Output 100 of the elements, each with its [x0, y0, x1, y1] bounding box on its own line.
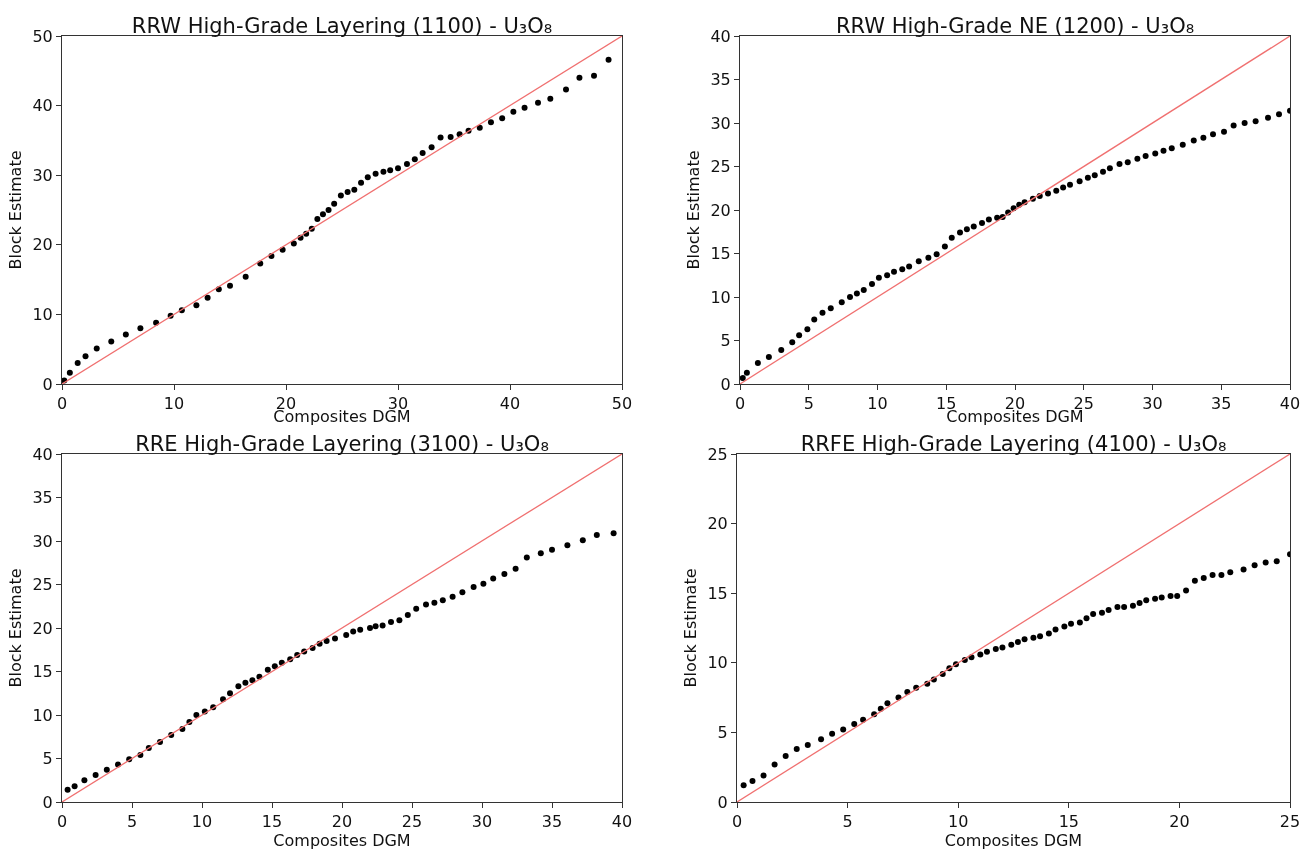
point — [264, 666, 271, 673]
point — [490, 575, 497, 582]
point — [92, 772, 99, 779]
y-axis-title: Block Estimate — [6, 150, 26, 270]
point — [137, 325, 144, 332]
y-tick-label: 40 — [710, 26, 731, 46]
point — [459, 589, 466, 596]
y-tick-label: 40 — [32, 444, 53, 464]
y-tick-label: 35 — [32, 488, 53, 508]
point — [470, 584, 477, 591]
y-tick-label: 25 — [32, 575, 53, 595]
point — [242, 679, 249, 686]
x-tick-label: 35 — [1211, 394, 1232, 414]
y-tick-label: 15 — [707, 583, 728, 603]
point — [610, 530, 617, 537]
point — [323, 638, 330, 645]
point — [395, 165, 401, 172]
point — [235, 683, 242, 690]
y-tick-label: 50 — [32, 26, 53, 46]
point — [579, 537, 586, 544]
point — [439, 597, 446, 604]
x-tick-label: 30 — [471, 812, 493, 832]
y-tick-label: 20 — [32, 235, 53, 255]
point — [331, 200, 338, 207]
point — [564, 542, 571, 549]
x-tick-label: 15 — [261, 812, 283, 832]
point — [319, 211, 326, 218]
point — [82, 353, 89, 360]
y-tick-label: 30 — [710, 113, 731, 133]
point — [108, 338, 115, 345]
point — [227, 282, 233, 289]
y-tick-label: 35 — [710, 70, 731, 90]
point — [343, 631, 350, 638]
point — [74, 360, 81, 367]
chart-title: RRW High-Grade NE (1200) - U₃O₈ — [835, 14, 1195, 38]
point — [404, 611, 411, 618]
point — [396, 617, 403, 624]
point — [64, 786, 71, 793]
point — [193, 302, 200, 309]
point — [372, 623, 379, 630]
point — [290, 240, 297, 247]
x-tick-label: 5 — [803, 394, 814, 414]
chart-title: RRE High-Grade Layering (3100) - U₃O₈ — [135, 432, 549, 456]
point — [419, 149, 426, 156]
y-tick-label: 30 — [32, 165, 53, 185]
x-tick-label: 25 — [1279, 812, 1301, 832]
point — [591, 72, 597, 79]
x-tick-label: 25 — [401, 812, 423, 832]
x-tick-label: 0 — [56, 812, 68, 832]
point — [510, 108, 517, 115]
point — [242, 273, 249, 280]
x-tick-label: 5 — [842, 812, 853, 832]
x-tick-label: 20 — [331, 812, 353, 832]
point — [428, 144, 435, 151]
point — [499, 115, 506, 122]
point — [93, 345, 100, 352]
y-tick-label: 20 — [32, 618, 53, 638]
point — [387, 167, 394, 174]
point — [249, 677, 256, 684]
point — [593, 531, 600, 538]
point — [411, 156, 418, 163]
point — [537, 550, 544, 557]
chart-title: RRW High-Grade Layering (1100) - U₃O₈ — [131, 14, 553, 38]
y-tick-label: 40 — [32, 96, 53, 116]
point — [423, 601, 429, 608]
y-tick-label: 5 — [720, 331, 731, 351]
point — [379, 622, 386, 629]
point — [549, 546, 555, 553]
x-tick-label: 20 — [1169, 812, 1190, 832]
point — [337, 192, 344, 199]
point — [364, 174, 371, 181]
y-tick-label: 10 — [710, 287, 731, 307]
point — [512, 565, 519, 572]
point — [271, 663, 278, 670]
point — [351, 186, 358, 193]
x-axis-title: Composites DGM — [944, 831, 1083, 851]
x-tick-label: 15 — [1058, 812, 1079, 832]
point — [523, 554, 530, 561]
point — [576, 74, 583, 81]
x-axis-title: Composites DGM — [273, 831, 411, 851]
x-tick-label: 35 — [541, 812, 563, 832]
point — [66, 369, 73, 376]
point — [71, 783, 78, 790]
chart-title: RRFE High-Grade Layering (4100) - U₃O₈ — [800, 432, 1227, 456]
point — [367, 625, 373, 631]
point — [193, 712, 200, 718]
point — [547, 95, 554, 102]
y-tick-label: 5 — [42, 749, 53, 769]
point — [487, 119, 494, 126]
point — [413, 605, 420, 612]
y-tick-label: 25 — [710, 157, 731, 177]
point — [476, 124, 483, 131]
point — [81, 777, 88, 784]
point — [501, 571, 508, 578]
point — [332, 635, 338, 642]
point — [480, 580, 487, 587]
x-tick-label: 10 — [948, 812, 969, 832]
point — [403, 161, 410, 168]
y-tick-label: 10 — [707, 653, 728, 673]
point — [535, 99, 541, 106]
